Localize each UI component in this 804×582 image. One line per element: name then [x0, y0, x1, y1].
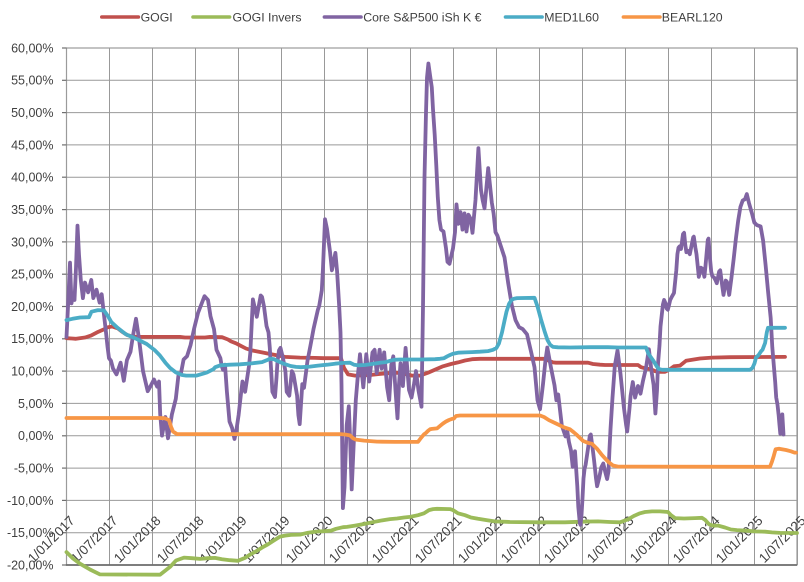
svg-text:-15,00%: -15,00%: [7, 526, 54, 540]
svg-text:MED1L60: MED1L60: [544, 11, 599, 25]
svg-text:35,00%: 35,00%: [11, 203, 53, 217]
svg-text:-10,00%: -10,00%: [7, 494, 54, 508]
svg-text:GOGI: GOGI: [141, 11, 173, 25]
svg-text:5,00%: 5,00%: [18, 397, 53, 411]
svg-text:10,00%: 10,00%: [11, 365, 53, 379]
svg-text:40,00%: 40,00%: [11, 171, 53, 185]
svg-text:55,00%: 55,00%: [11, 74, 53, 88]
svg-text:BEARL120: BEARL120: [662, 11, 723, 25]
svg-text:Core S&P500 iSh K €: Core S&P500 iSh K €: [363, 11, 481, 25]
svg-text:0,00%: 0,00%: [18, 429, 53, 443]
svg-text:50,00%: 50,00%: [11, 106, 53, 120]
svg-text:-20,00%: -20,00%: [7, 558, 54, 572]
svg-text:20,00%: 20,00%: [11, 300, 53, 314]
svg-text:GOGI Invers: GOGI Invers: [233, 11, 302, 25]
svg-text:60,00%: 60,00%: [11, 41, 53, 55]
svg-text:25,00%: 25,00%: [11, 268, 53, 282]
svg-text:15,00%: 15,00%: [11, 332, 53, 346]
svg-text:45,00%: 45,00%: [11, 138, 53, 152]
svg-text:30,00%: 30,00%: [11, 235, 53, 249]
svg-text:-5,00%: -5,00%: [14, 462, 54, 476]
